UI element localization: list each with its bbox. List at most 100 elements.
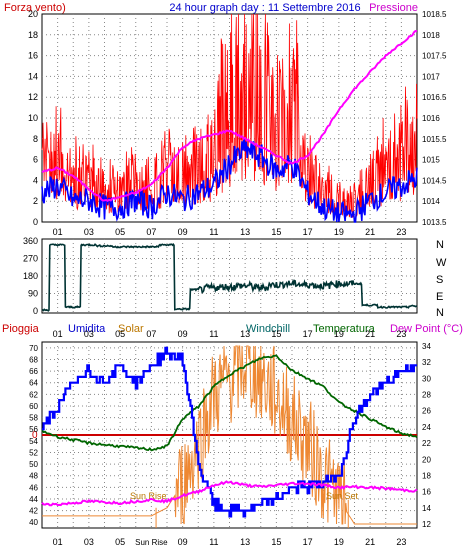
dir-x-tick: 03 bbox=[84, 329, 94, 339]
dir-x-tick: 21 bbox=[365, 329, 375, 339]
top-y-right-tick: 1015 bbox=[422, 156, 440, 165]
bottom-x-tick: 19 bbox=[334, 537, 344, 547]
rain-value-label: 0 bbox=[32, 430, 38, 441]
bottom-x-tick: 13 bbox=[240, 537, 250, 547]
dir-x-tick: 01 bbox=[53, 329, 63, 339]
top-y-right-tick: 1018.5 bbox=[422, 10, 447, 19]
pressure-line bbox=[41, 29, 418, 202]
top-y-left-tick: 4 bbox=[33, 175, 38, 185]
top-y-left-tick: 0 bbox=[33, 217, 38, 227]
top-x-tick: 21 bbox=[365, 227, 375, 237]
bottom-x-tick: 03 bbox=[84, 537, 94, 547]
bottom-y-left-tick: 46 bbox=[29, 483, 38, 492]
bottom-x-tick: 17 bbox=[303, 537, 313, 547]
sun-set-label: Sun Set bbox=[326, 491, 359, 501]
top-x-tick: 11 bbox=[209, 227, 218, 237]
top-left-label: Forza vento) bbox=[4, 2, 66, 14]
dir-x-tick: 05 bbox=[115, 329, 125, 339]
top-y-left-tick: 16 bbox=[28, 51, 38, 61]
top-y-right-tick: 1016 bbox=[422, 114, 440, 123]
bottom-y-right-tick: 28 bbox=[422, 391, 431, 400]
top-y-left-tick: 20 bbox=[28, 9, 38, 19]
top-y-right-tick: 1014 bbox=[422, 197, 440, 206]
compass-e: E bbox=[436, 291, 443, 303]
top-x-tick: 15 bbox=[271, 227, 281, 237]
bottom-y-left-tick: 64 bbox=[29, 379, 38, 388]
top-y-right-tick: 1014.5 bbox=[422, 176, 447, 185]
top-y-left-tick: 2 bbox=[33, 196, 38, 206]
bottom-y-right-tick: 18 bbox=[422, 471, 431, 480]
bottom-y-left-tick: 50 bbox=[29, 460, 38, 469]
bottom-y-right-tick: 24 bbox=[422, 423, 431, 432]
top-y-left-tick: 18 bbox=[28, 30, 38, 40]
bottom-y-right-tick: 34 bbox=[422, 342, 431, 351]
bottom-y-left-tick: 68 bbox=[29, 355, 38, 364]
top-y-right-tick: 1015.5 bbox=[422, 135, 447, 144]
dir-y-tick: 0 bbox=[33, 306, 38, 316]
top-x-tick: 05 bbox=[115, 227, 125, 237]
top-y-left-tick: 8 bbox=[33, 134, 38, 144]
top-y-left-tick: 14 bbox=[28, 71, 38, 81]
dir-y-tick: 360 bbox=[23, 236, 38, 246]
top-y-left-tick: 6 bbox=[33, 155, 38, 165]
top-chart-title: 24 hour graph day : 11 Settembre 2016 bbox=[169, 2, 360, 14]
dir-y-tick: 180 bbox=[23, 271, 38, 281]
top-y-left-tick: 12 bbox=[28, 92, 38, 102]
dir-x-tick: 09 bbox=[178, 329, 188, 339]
label-umidita: Umidita bbox=[68, 323, 106, 335]
bottom-x-tick: 09 bbox=[178, 537, 188, 547]
bottom-y-right-tick: 14 bbox=[422, 504, 431, 513]
dir-x-tick: 07 bbox=[146, 329, 156, 339]
label-temperatura: Temperatura bbox=[313, 323, 376, 335]
label-solar: Solar bbox=[118, 323, 144, 335]
dir-x-tick: 11 bbox=[209, 329, 218, 339]
dir-y-tick: 90 bbox=[28, 289, 38, 299]
top-right-label: Pressione bbox=[369, 2, 418, 14]
bottom-y-left-tick: 62 bbox=[29, 390, 38, 399]
sun-rise-label: Sun Rise bbox=[130, 491, 167, 501]
bottom-y-left-tick: 70 bbox=[29, 344, 38, 353]
temperature-line bbox=[41, 354, 418, 452]
compass-n-bottom: N bbox=[436, 307, 444, 319]
bottom-y-left-tick: 54 bbox=[29, 437, 38, 446]
bottom-y-left-tick: 52 bbox=[29, 448, 38, 457]
top-x-tick: 07 bbox=[146, 227, 156, 237]
tick-layer: 024681012141618201013.510141014.51015101… bbox=[23, 9, 447, 547]
bottom-y-right-tick: 32 bbox=[422, 358, 431, 367]
wind-average-line bbox=[41, 137, 418, 223]
bottom-y-right-tick: 12 bbox=[422, 520, 431, 529]
bottom-y-left-tick: 60 bbox=[29, 402, 38, 411]
bottom-x-tick: 15 bbox=[271, 537, 281, 547]
bottom-x-tick: 11 bbox=[209, 537, 218, 547]
top-y-right-tick: 1016.5 bbox=[422, 93, 447, 102]
label-dewpoint: Dew Point (°C) bbox=[390, 323, 463, 335]
top-x-tick: 17 bbox=[303, 227, 313, 237]
dir-x-tick: 17 bbox=[303, 329, 313, 339]
bottom-y-right-tick: 26 bbox=[422, 407, 431, 416]
humidity-line bbox=[42, 346, 417, 518]
series-layer bbox=[41, 13, 418, 528]
top-y-right-tick: 1018 bbox=[422, 31, 440, 40]
top-x-tick: 03 bbox=[84, 227, 94, 237]
top-y-left-tick: 10 bbox=[28, 113, 38, 123]
top-y-right-tick: 1013.5 bbox=[422, 218, 447, 227]
dir-y-tick: 270 bbox=[23, 254, 38, 264]
top-y-right-tick: 1017.5 bbox=[422, 52, 447, 61]
compass-s: S bbox=[436, 274, 443, 286]
bottom-y-left-tick: 42 bbox=[29, 507, 38, 516]
dir-x-tick: 23 bbox=[396, 329, 406, 339]
bottom-x-sunrise-tick: Sun Rise bbox=[135, 538, 168, 547]
bottom-y-left-tick: 40 bbox=[29, 518, 38, 527]
top-x-tick: 13 bbox=[240, 227, 250, 237]
dewpoint-line bbox=[41, 480, 418, 507]
top-x-tick: 09 bbox=[178, 227, 188, 237]
bottom-y-left-tick: 48 bbox=[29, 472, 38, 481]
bottom-y-right-tick: 16 bbox=[422, 488, 431, 497]
bottom-y-left-tick: 66 bbox=[29, 367, 38, 376]
dir-x-tick: 13 bbox=[240, 329, 250, 339]
compass-n-top: N bbox=[436, 239, 444, 251]
compass-w: W bbox=[436, 257, 447, 269]
bottom-x-tick: 01 bbox=[53, 537, 63, 547]
top-x-tick: 19 bbox=[334, 227, 344, 237]
